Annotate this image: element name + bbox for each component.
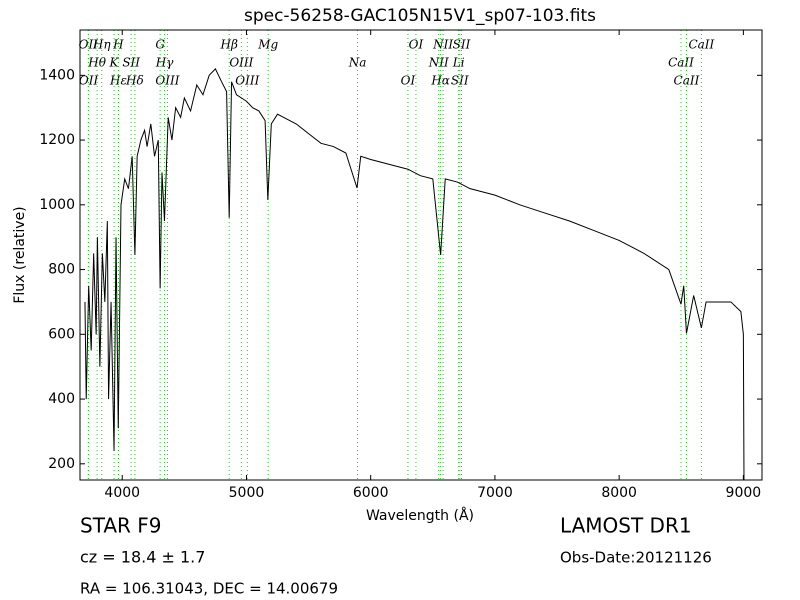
x-tick-label: 9000: [726, 485, 762, 501]
spectral-line-label: Li: [452, 56, 465, 70]
spectral-line-label: OI: [401, 74, 416, 88]
spectral-line-label: Hη: [92, 38, 111, 52]
spectral-line-label: Na: [348, 56, 367, 70]
redshift: cz = 18.4 ± 1.7: [80, 548, 205, 567]
spectral-line-label: SII: [453, 38, 471, 52]
spectral-line-label: CaII: [674, 74, 700, 88]
spectrum-line: [84, 67, 745, 481]
x-axis-label: Wavelength (Å): [366, 507, 474, 524]
y-tick-label: 400: [48, 391, 75, 407]
spectral-line-label: Hθ: [87, 56, 106, 70]
spectral-line-label: OIII: [235, 74, 259, 88]
x-tick-label: 4000: [104, 485, 140, 501]
x-tick-label: 8000: [601, 485, 637, 501]
spectral-line-label: OIII: [229, 56, 253, 70]
chart-title: spec-56258-GAC105N15V1_sp07-103.fits: [244, 6, 596, 26]
spectral-line-label: OIII: [155, 74, 179, 88]
spectral-line-label: H: [112, 38, 124, 52]
spectral-line-label: NII: [428, 56, 449, 70]
y-axis-label: Flux (relative): [12, 206, 28, 303]
spectral-line-label: Hα: [430, 74, 450, 88]
spectral-line-label: OII: [79, 74, 99, 88]
spectral-line-label: Hε: [109, 74, 127, 88]
y-tick-label: 1200: [39, 132, 75, 148]
y-tick-label: 800: [48, 262, 75, 278]
y-tick-label: 1400: [39, 67, 75, 83]
spectral-line-label: CaII: [668, 56, 694, 70]
spectral-line-label: Hγ: [155, 56, 174, 70]
spectral-line-label: SII: [451, 74, 469, 88]
spectral-line-label: G: [155, 38, 165, 52]
spectral-line-label: Hβ: [219, 38, 237, 52]
spectral-line-label: CaII: [688, 38, 714, 52]
spectral-line-label: NII: [432, 38, 453, 52]
spectral-line-label: OI: [409, 38, 424, 52]
spectral-line-label: K: [109, 56, 120, 70]
y-tick-label: 200: [48, 456, 75, 472]
spectral-line-label: OII: [79, 38, 99, 52]
object-class: STAR F9: [80, 514, 162, 538]
x-tick-label: 6000: [353, 485, 389, 501]
plot-frame: [79, 29, 763, 481]
x-tick-label: 5000: [229, 485, 265, 501]
obs-date: Obs-Date:20121126: [560, 549, 712, 567]
y-tick-label: 600: [48, 326, 75, 342]
survey: LAMOST DR1: [560, 514, 692, 538]
x-tick-label: 7000: [477, 485, 513, 501]
spectral-line-label: Hδ: [125, 74, 144, 88]
y-tick-label: 1000: [39, 197, 75, 213]
spectral-line-label: SII: [122, 56, 140, 70]
spectral-line-label: Mg: [257, 38, 278, 52]
coordinates: RA = 106.31043, DEC = 14.00679: [80, 580, 338, 598]
